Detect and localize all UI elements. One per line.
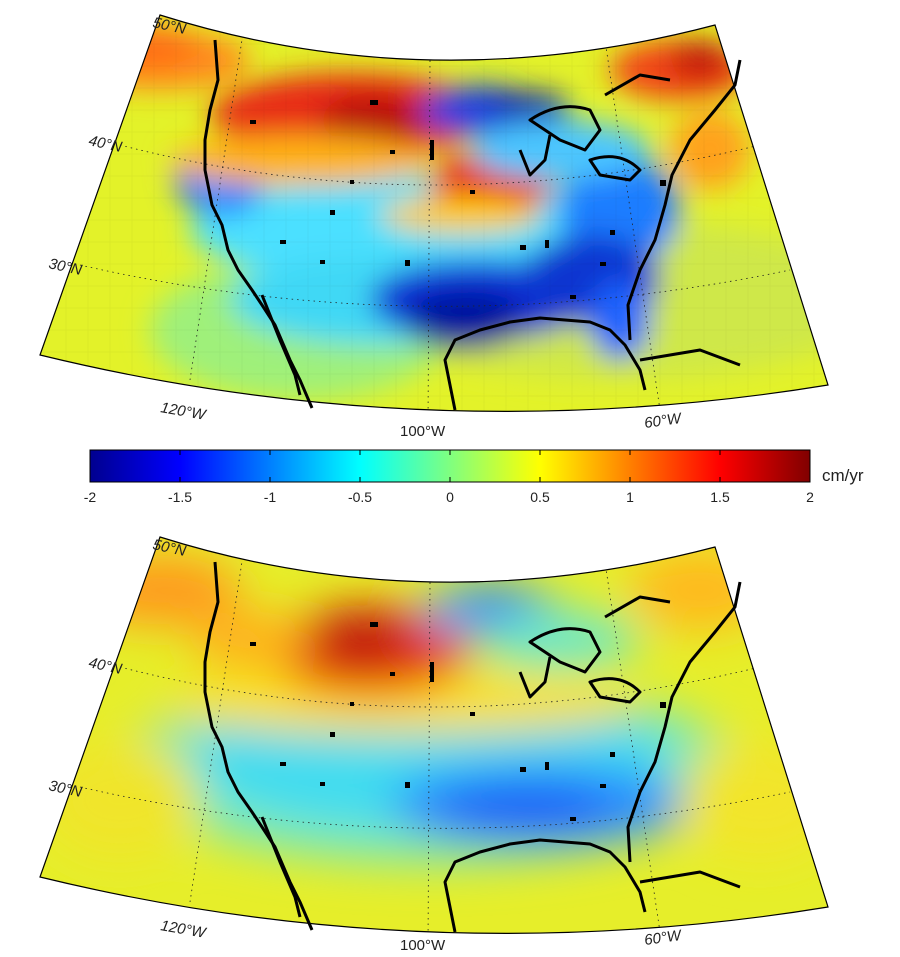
colorbar-ticks: -2 -1.5 -1 -0.5 0 0.5 1 1.5 2 <box>84 450 814 505</box>
map-bottom-field <box>40 537 828 934</box>
map-top-graticule <box>79 19 791 412</box>
colorbar-tick-label: -1.5 <box>168 489 192 505</box>
map-top-field <box>40 15 828 412</box>
colorbar-tick-label: 1.5 <box>710 489 730 505</box>
colorbar-gradient <box>89 449 811 483</box>
top-lat-label-30: 30°N <box>47 255 83 279</box>
colorbar-tick-label: -2 <box>84 489 97 505</box>
map-top-lakes <box>250 100 666 299</box>
map-top-coastline <box>203 39 742 411</box>
bottom-lon-label-60: 60°W <box>643 927 684 949</box>
top-lat-label-40: 40°N <box>87 132 123 156</box>
map-bottom-lakes <box>250 622 666 821</box>
top-lon-label-60: 60°W <box>643 410 684 432</box>
colorbar-tick-label: 0.5 <box>530 489 550 505</box>
map-top: 50°N 40°N 30°N 120°W 100°W 60°W <box>39 14 829 440</box>
bottom-lon-label-100: 100°W <box>400 937 446 954</box>
colorbar-tick-label: -1 <box>264 489 277 505</box>
map-bottom: 50°N 40°N 30°N 120°W 100°W 60°W <box>39 536 829 954</box>
map-bottom-coastline <box>203 561 742 933</box>
colorbar-tick-label: -0.5 <box>348 489 372 505</box>
colorbar-tick-label: 2 <box>806 489 814 505</box>
colorbar-tick-label: 1 <box>626 489 634 505</box>
bottom-lat-label-30: 30°N <box>47 777 83 801</box>
top-lat-label-50: 50°N <box>151 14 187 38</box>
map-bottom-graticule <box>79 541 791 934</box>
bottom-lat-label-50: 50°N <box>151 536 187 560</box>
map-bottom-frame <box>39 536 829 934</box>
colorbar-unit: cm/yr <box>822 466 864 485</box>
colorbar: -2 -1.5 -1 -0.5 0 0.5 1 1.5 2 cm/yr <box>84 449 864 505</box>
map-top-frame <box>39 14 829 412</box>
bottom-lat-label-40: 40°N <box>87 654 123 678</box>
top-lon-label-120: 120°W <box>159 399 208 424</box>
colorbar-tick-label: 0 <box>446 489 454 505</box>
bottom-lon-label-120: 120°W <box>159 917 208 942</box>
top-lon-label-100: 100°W <box>400 423 446 440</box>
